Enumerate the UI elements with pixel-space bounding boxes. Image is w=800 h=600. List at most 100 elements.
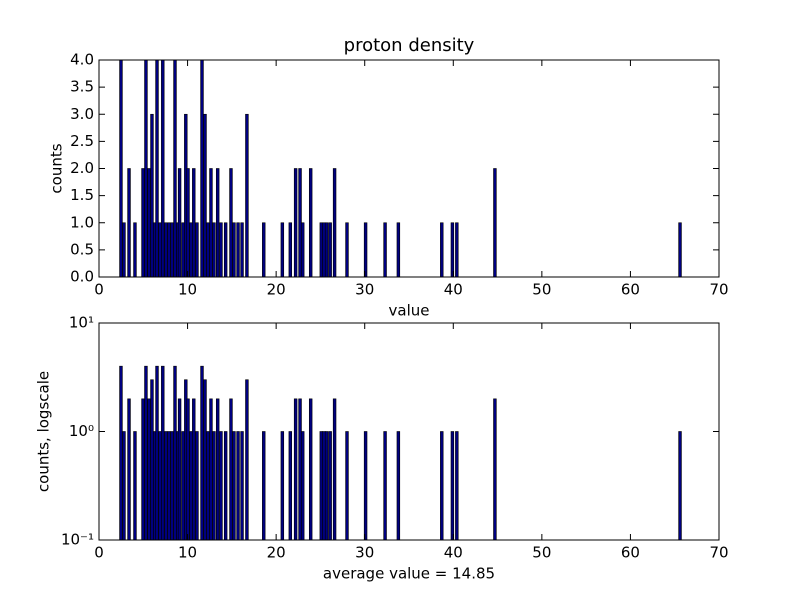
bar <box>209 168 213 278</box>
bar <box>450 431 455 541</box>
bar <box>293 398 298 541</box>
bar <box>206 431 210 541</box>
y-tick-label: 10⁰ <box>69 422 94 440</box>
bar <box>203 113 207 278</box>
bar <box>192 168 196 278</box>
bar <box>440 431 444 541</box>
x-tick-label: 30 <box>355 544 374 562</box>
bar <box>200 59 204 278</box>
bar <box>150 113 154 278</box>
x-tick-label: 0 <box>94 281 104 299</box>
x-tick-label: 0 <box>94 544 104 562</box>
bar <box>245 113 249 278</box>
bar <box>363 431 368 541</box>
bar <box>236 431 240 541</box>
bar <box>301 431 305 541</box>
bar <box>195 431 199 541</box>
bar <box>167 431 171 541</box>
x-tick-label: 20 <box>267 281 286 299</box>
bar <box>141 168 145 278</box>
bar <box>493 398 497 541</box>
bar <box>396 431 401 541</box>
bar <box>170 431 174 541</box>
bar <box>288 431 293 541</box>
bar <box>212 431 216 541</box>
bar <box>173 59 177 278</box>
bar <box>141 398 145 541</box>
bar <box>200 365 204 541</box>
bar <box>293 168 298 278</box>
y-tick-label: 0.0 <box>70 268 94 286</box>
bar <box>332 398 337 541</box>
bar <box>203 379 207 541</box>
bar <box>219 222 223 278</box>
bar <box>383 222 387 278</box>
bar <box>493 168 497 278</box>
bar <box>195 222 199 278</box>
bar <box>308 398 313 541</box>
bar <box>450 222 455 278</box>
chart-title: proton density <box>344 35 475 56</box>
x-tick-label: 10 <box>178 544 197 562</box>
bar <box>308 168 313 278</box>
bar <box>328 431 332 541</box>
bar <box>161 365 165 541</box>
y-tick-label: 2.0 <box>70 159 94 177</box>
bar <box>186 398 190 541</box>
bar <box>324 222 329 278</box>
y-tick-label: 10¹ <box>69 314 94 332</box>
y-axis-label: counts, logscale <box>35 371 53 492</box>
bar <box>345 431 349 541</box>
bar <box>262 431 266 541</box>
bar <box>223 222 228 278</box>
bar <box>144 59 148 278</box>
bar <box>219 431 223 541</box>
bar <box>678 431 682 541</box>
bar <box>215 398 220 541</box>
bar <box>324 431 329 541</box>
bar <box>167 222 171 278</box>
x-tick-label: 60 <box>621 544 640 562</box>
bar <box>127 398 131 541</box>
x-axis-label: value <box>389 302 430 320</box>
y-tick-label: 2.5 <box>70 132 94 150</box>
bar <box>396 222 401 278</box>
bar <box>206 222 210 278</box>
bar <box>164 431 168 541</box>
bar <box>455 222 459 278</box>
bar <box>150 379 154 541</box>
x-axis-label: average value = 14.85 <box>323 565 495 583</box>
bar <box>328 222 332 278</box>
bar <box>212 222 216 278</box>
bar <box>177 398 182 541</box>
bar <box>240 222 244 278</box>
bar <box>209 398 213 541</box>
bar <box>192 398 196 541</box>
x-tick-label: 60 <box>621 281 640 299</box>
bar <box>147 168 151 278</box>
y-tick-label: 3.5 <box>70 78 94 96</box>
bar <box>345 222 349 278</box>
bar <box>229 168 233 278</box>
bar <box>332 168 337 278</box>
bar <box>280 222 285 278</box>
bar <box>262 222 266 278</box>
bar <box>127 168 131 278</box>
bar <box>215 168 220 278</box>
x-tick-label: 20 <box>267 544 286 562</box>
bar <box>240 431 244 541</box>
bar <box>164 222 168 278</box>
y-tick-label: 0.5 <box>70 240 94 258</box>
bar <box>678 222 682 278</box>
bar <box>161 59 165 278</box>
x-tick-label: 40 <box>444 544 463 562</box>
bar <box>147 398 151 541</box>
x-tick-label: 30 <box>355 281 374 299</box>
y-tick-label: 10⁻¹ <box>61 531 94 549</box>
bar <box>383 431 387 541</box>
y-tick-label: 1.5 <box>70 186 94 204</box>
bar <box>155 59 159 278</box>
bar <box>280 431 285 541</box>
y-tick-label: 4.0 <box>70 51 94 69</box>
bar <box>301 222 305 278</box>
